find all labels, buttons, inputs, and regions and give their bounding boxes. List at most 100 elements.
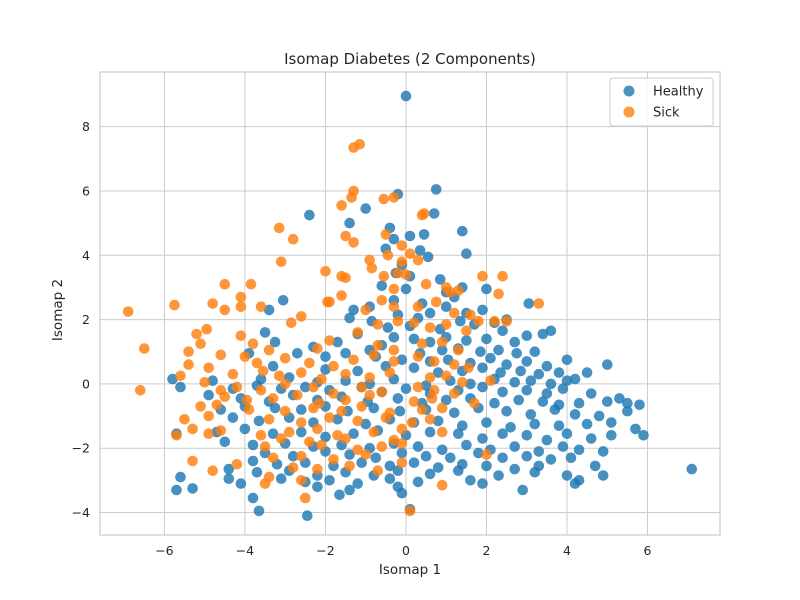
point-sick <box>316 373 327 385</box>
point-sick <box>436 336 448 348</box>
point-sick <box>424 414 436 425</box>
point-sick <box>388 344 400 356</box>
point-sick <box>412 351 424 362</box>
point-sick <box>251 357 263 369</box>
point-healthy <box>430 184 442 195</box>
point-healthy <box>477 362 488 374</box>
point-healthy <box>320 364 331 375</box>
point-healthy <box>597 470 609 481</box>
x-tick-label: 2 <box>483 543 491 558</box>
point-sick <box>267 393 279 404</box>
point-healthy <box>263 304 275 316</box>
point-healthy <box>545 325 557 337</box>
x-tick-label: −6 <box>155 543 173 558</box>
point-healthy <box>368 402 380 414</box>
point-healthy <box>455 315 466 327</box>
point-healthy <box>332 336 343 348</box>
point-sick <box>396 423 408 435</box>
point-sick <box>463 362 474 374</box>
point-healthy <box>557 441 569 452</box>
point-healthy <box>561 428 573 440</box>
point-sick <box>328 388 339 399</box>
point-healthy <box>412 476 424 488</box>
point-sick <box>296 367 307 378</box>
legend-label-sick: Sick <box>653 106 680 121</box>
point-sick <box>296 450 307 462</box>
point-sick <box>428 385 440 396</box>
point-healthy <box>219 436 231 448</box>
point-sick <box>457 377 468 388</box>
point-sick <box>449 359 460 370</box>
point-sick <box>219 391 231 403</box>
grid <box>100 72 720 535</box>
point-healthy <box>509 463 520 475</box>
point-healthy <box>465 475 476 486</box>
point-sick <box>364 372 376 383</box>
point-sick <box>239 351 251 362</box>
point-healthy <box>489 397 500 409</box>
point-healthy <box>382 322 394 333</box>
point-sick <box>279 378 291 390</box>
point-healthy <box>408 333 420 345</box>
point-sick <box>175 370 186 382</box>
point-healthy <box>312 481 323 493</box>
point-healthy <box>553 367 565 378</box>
point-healthy <box>521 356 533 367</box>
point-sick <box>255 430 267 441</box>
point-sick <box>122 306 134 317</box>
point-sick <box>279 405 291 417</box>
point-healthy <box>461 248 472 259</box>
point-healthy <box>247 439 259 451</box>
point-healthy <box>432 367 444 378</box>
point-healthy <box>477 478 488 489</box>
point-healthy <box>457 420 468 432</box>
point-healthy <box>481 417 492 428</box>
point-healthy <box>392 393 404 404</box>
point-healthy <box>622 397 633 409</box>
point-sick <box>195 401 206 412</box>
point-healthy <box>461 439 472 451</box>
y-tick-label: 6 <box>82 183 90 198</box>
point-healthy <box>292 348 303 359</box>
point-sick <box>453 285 464 296</box>
point-healthy <box>581 367 593 378</box>
point-healthy <box>223 473 235 485</box>
point-sick <box>380 229 392 240</box>
point-sick <box>501 315 512 327</box>
point-healthy <box>545 378 557 390</box>
point-sick <box>283 426 295 438</box>
point-healthy <box>420 380 432 391</box>
point-healthy <box>561 354 573 366</box>
point-healthy <box>521 330 533 342</box>
point-healthy <box>630 423 641 435</box>
point-sick <box>336 290 347 301</box>
point-sick <box>187 423 198 435</box>
tick-labels: −6 −4 −2 0 2 4 6 −4 −2 0 2 4 6 8 <box>72 119 652 558</box>
point-sick <box>285 317 297 329</box>
point-sick <box>273 222 285 234</box>
point-sick <box>404 505 416 517</box>
point-healthy <box>324 475 335 486</box>
point-healthy <box>686 463 698 475</box>
point-sick <box>255 301 267 313</box>
point-sick <box>263 344 275 356</box>
point-healthy <box>203 389 214 401</box>
point-sick <box>378 270 390 282</box>
point-healthy <box>247 492 259 504</box>
point-sick <box>388 301 400 313</box>
point-sick <box>424 372 436 383</box>
point-healthy <box>259 327 271 338</box>
point-sick <box>346 192 357 203</box>
point-healthy <box>175 381 186 393</box>
y-tick-label: −4 <box>72 505 90 520</box>
point-sick <box>243 404 255 415</box>
point-healthy <box>581 418 593 430</box>
point-sick <box>312 423 323 435</box>
point-sick <box>392 315 404 327</box>
point-sick <box>388 192 400 203</box>
point-sick <box>364 254 376 266</box>
point-sick <box>191 328 202 340</box>
point-sick <box>336 200 347 211</box>
point-sick <box>201 323 212 335</box>
point-sick <box>396 457 408 469</box>
